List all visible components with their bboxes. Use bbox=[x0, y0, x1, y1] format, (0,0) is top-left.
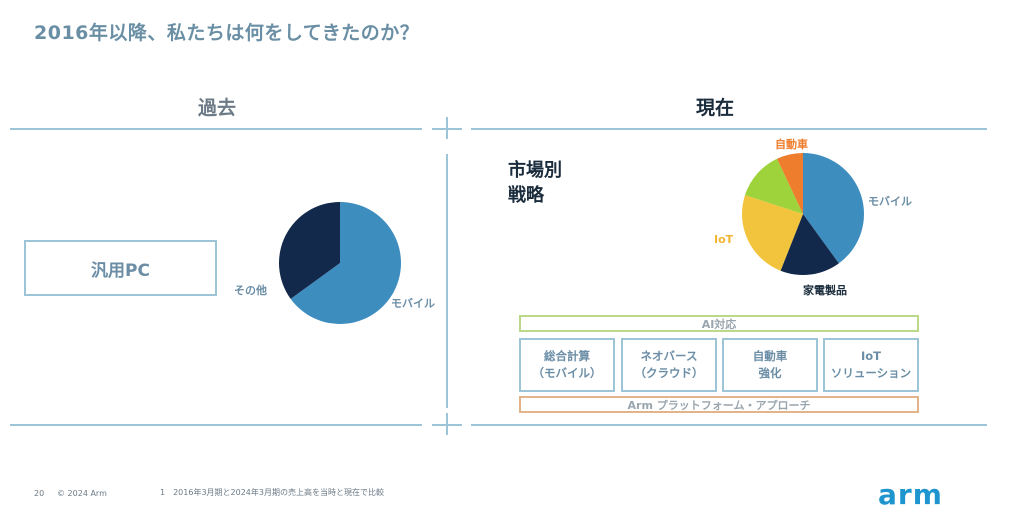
top-divider-right bbox=[471, 128, 987, 130]
past-pie-slice-0 bbox=[290, 202, 401, 324]
solution-box-neoverse: ネオバース （クラウド） bbox=[621, 338, 717, 392]
present-consumer-label: 家電製品 bbox=[803, 284, 847, 297]
present-mobile-label: モバイル bbox=[868, 195, 912, 208]
footnote: 1 2016年3月期と2024年3月期の売上高を当時と現在で比較 bbox=[160, 488, 384, 497]
present-pie-slice-2 bbox=[742, 195, 803, 271]
center-divider bbox=[446, 154, 448, 408]
solution-box-line: ネオバース bbox=[640, 349, 698, 363]
copyright: © 2024 Arm bbox=[57, 489, 107, 498]
present-auto-label: 自動車 bbox=[775, 138, 808, 151]
present-pie-slice-3 bbox=[744, 158, 803, 214]
bottom-cross-stem bbox=[446, 413, 448, 435]
solution-box-line: IoT bbox=[860, 349, 882, 363]
strategy-line-1: 市場別 bbox=[508, 160, 562, 181]
page-number: 20 bbox=[34, 489, 45, 498]
present-pie-slice-0 bbox=[803, 153, 864, 264]
solution-box-line: ソリューション bbox=[830, 366, 912, 380]
solution-box-line: 総合計算 bbox=[544, 349, 590, 363]
arm-logo: arm bbox=[878, 478, 943, 511]
solution-box-iot: IoT ソリューション bbox=[823, 338, 919, 392]
bottom-divider-left bbox=[10, 424, 422, 426]
bottom-divider-right bbox=[471, 424, 987, 426]
present-heading: 現在 bbox=[696, 97, 735, 119]
past-mobile-label: モバイル bbox=[391, 297, 435, 310]
general-pc-box: 汎用PC bbox=[24, 240, 217, 296]
present-revenue-pie bbox=[742, 153, 864, 275]
top-cross-stem bbox=[446, 117, 448, 139]
solution-box-line: （モバイル） bbox=[532, 366, 602, 380]
market-strategy-heading: 市場別 戦略 bbox=[508, 158, 562, 208]
ai-ready-bar: AI対応 bbox=[519, 315, 919, 332]
past-pie-slice-1 bbox=[279, 202, 340, 299]
solution-box-line: 強化 bbox=[758, 366, 782, 380]
solution-box-line: （クラウド） bbox=[634, 366, 704, 380]
present-iot-label: IoT bbox=[714, 233, 734, 246]
past-other-label: その他 bbox=[234, 284, 267, 297]
top-divider-left bbox=[10, 128, 422, 130]
slide-title: 2016年以降、私たちは何をしてきたのか？ bbox=[34, 22, 420, 44]
arm-platform-bar: Arm プラットフォーム・アプローチ bbox=[519, 396, 919, 413]
solution-box-automotive: 自動車 強化 bbox=[722, 338, 818, 392]
solution-box-line: 自動車 bbox=[752, 349, 788, 363]
solution-box-compute: 総合計算 （モバイル） bbox=[519, 338, 615, 392]
past-heading: 過去 bbox=[198, 97, 237, 119]
present-pie-slice-1 bbox=[780, 214, 839, 275]
past-revenue-pie bbox=[279, 202, 401, 324]
present-pie-slice-4 bbox=[777, 153, 803, 214]
strategy-line-2: 戦略 bbox=[508, 185, 544, 206]
